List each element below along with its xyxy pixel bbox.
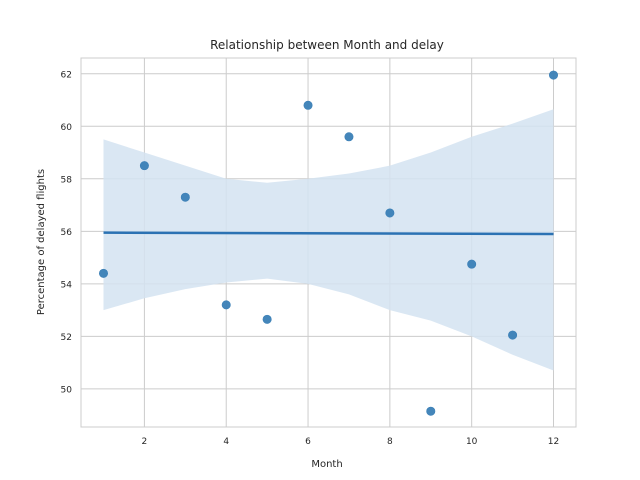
data-point (385, 208, 395, 218)
y-tick-label: 60 (61, 123, 73, 133)
data-point (548, 70, 558, 80)
data-point (221, 300, 231, 310)
data-point (508, 330, 518, 340)
data-point (426, 406, 436, 416)
y-tick-label: 50 (61, 385, 73, 395)
tick-labels: 2 4 6 8 10 12 50 52 54 56 58 60 62 (61, 70, 560, 447)
x-tick-label: 12 (548, 437, 559, 447)
data-points (99, 70, 558, 416)
data-point (467, 259, 477, 269)
regression-line (103, 231, 554, 236)
x-tick-label: 4 (223, 437, 229, 447)
y-tick-label: 56 (61, 228, 73, 238)
data-point (262, 314, 272, 324)
y-tick-label: 54 (61, 280, 73, 290)
chart-title: Relationship between Month and delay (210, 38, 444, 52)
data-point (139, 161, 149, 171)
x-tick-label: 6 (305, 437, 311, 447)
x-tick-label: 10 (466, 437, 478, 447)
y-tick-label: 52 (61, 333, 72, 343)
data-point (303, 100, 313, 110)
y-tick-label: 58 (61, 175, 73, 185)
regression-line-layer (103, 231, 554, 236)
x-tick-label: 8 (387, 437, 393, 447)
data-point (180, 192, 190, 202)
confidence-band (103, 109, 554, 371)
data-point (344, 132, 354, 142)
x-tick-label: 2 (142, 437, 148, 447)
confidence-band-layer (103, 109, 554, 371)
y-axis-label: Percentage of delayed flights (36, 169, 47, 315)
x-axis-label: Month (311, 459, 342, 470)
y-tick-label: 62 (61, 70, 72, 80)
data-point (99, 268, 109, 278)
